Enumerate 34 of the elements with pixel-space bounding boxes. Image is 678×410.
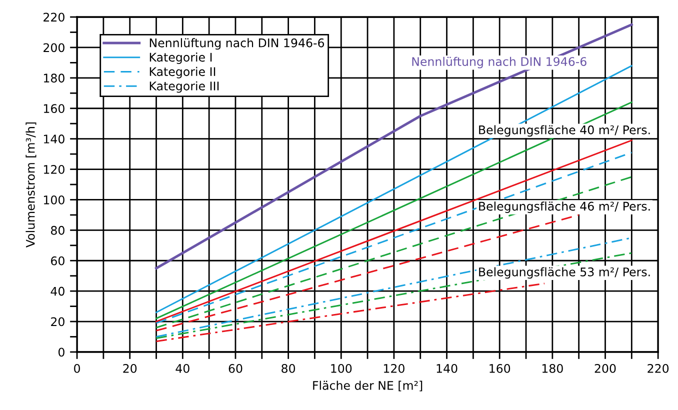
annotation: Nennlüftung nach DIN 1946-6	[412, 56, 586, 68]
y-tick-label: 100	[44, 195, 64, 204]
x-tick-label: 80	[282, 364, 296, 373]
legend-label: Kategorie I	[150, 52, 212, 64]
y-tick-label: 220	[44, 12, 64, 22]
x-tick-label: 0	[74, 364, 80, 373]
x-tick-label: 60	[228, 364, 242, 373]
x-tick-label: 160	[490, 364, 510, 373]
x-tick-label: 40	[176, 364, 190, 373]
y-tick-label: 60	[51, 256, 64, 266]
y-axis-title: Volumenstrom [m³/h]	[26, 122, 36, 248]
y-tick-label: 20	[51, 317, 64, 326]
annotation: Belegungsfläche 40 m²/ Pers.	[479, 125, 650, 137]
legend-label: Kategorie III	[150, 81, 219, 93]
x-tick-label: 200	[594, 364, 616, 373]
y-tick-label: 200	[44, 43, 64, 52]
legend-label: Kategorie II	[150, 66, 216, 78]
y-tick-label: 40	[50, 286, 64, 296]
x-tick-label: 20	[123, 364, 137, 373]
annotation: Belegungsfläche 46 m²/ Pers.	[479, 202, 650, 213]
y-tick-label: 80	[50, 226, 64, 235]
y-tick-label: 120	[44, 164, 64, 174]
annotation: Belegungsfläche 53 m²/ Pers.	[479, 267, 650, 279]
y-tick-label: 180	[44, 74, 64, 83]
x-tick-label: 100	[331, 364, 352, 373]
x-axis-title: Fläche der NE [m²]	[313, 380, 422, 392]
y-tick-label: 140	[44, 134, 64, 144]
x-tick-label: 120	[384, 364, 404, 373]
x-tick-label: 140	[436, 364, 458, 373]
x-tick-label: 220	[648, 364, 669, 373]
x-tick-label: 180	[542, 364, 563, 373]
y-tick-label: 160	[44, 104, 64, 114]
y-tick-label: 0	[58, 348, 64, 357]
legend-label: Nennlüftung nach DIN 1946-6	[150, 38, 324, 50]
